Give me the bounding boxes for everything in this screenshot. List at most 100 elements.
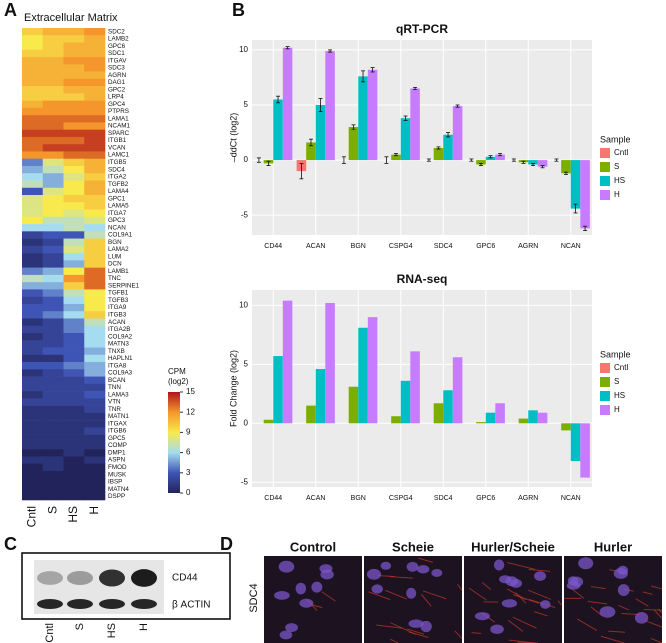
heatmap-cell [42, 100, 64, 109]
heatmap-cell [84, 71, 106, 80]
error-bar [488, 155, 493, 159]
stain-fibre [457, 583, 463, 591]
heatmap-cell [84, 122, 106, 130]
x-tick-label: AGRN [518, 495, 538, 502]
row-label: NCAM1 [108, 123, 131, 130]
heatmap-cell [22, 303, 44, 312]
heatmap-cell [42, 71, 64, 80]
stain-fibre [368, 591, 391, 601]
row-label: ITGB1 [108, 137, 127, 144]
bar [410, 351, 420, 424]
heatmap-cell [42, 122, 64, 130]
condition-title: Hurler [594, 539, 632, 554]
bar [367, 317, 378, 424]
heatmap-cell [84, 463, 106, 472]
row-label: ACAN [108, 319, 126, 326]
heatmap-cell [22, 245, 44, 254]
colorbar-tick-label: 0 [186, 488, 191, 497]
row-label: ITGA8 [108, 362, 127, 369]
heatmap-cell [84, 456, 106, 464]
legend-title: Sample [600, 349, 631, 359]
row-label: GPC1 [108, 195, 126, 202]
row-label: ITGA2B [108, 326, 130, 333]
heatmap-cell [22, 151, 44, 160]
legend-label: Cntl [614, 148, 628, 157]
heatmap-cell [84, 187, 106, 196]
colorbar [168, 392, 180, 493]
stain-fibre [421, 594, 432, 607]
legend-swatch [600, 162, 610, 172]
band-label: CD44 [172, 573, 198, 584]
heatmap-cell [22, 260, 44, 268]
chart-title: qRT-PCR [396, 22, 448, 36]
error-bar [266, 160, 271, 166]
heatmap-cell [84, 267, 106, 276]
row-label: SDC4 [108, 166, 125, 173]
colorbar-title: CPM [168, 367, 186, 376]
heatmap-cell [84, 376, 106, 385]
error-bar [299, 162, 304, 180]
lane-label: HS [106, 623, 118, 638]
heatmap-cell [22, 311, 44, 319]
heatmap-cell [84, 347, 106, 356]
panel-label: C [4, 534, 17, 554]
heatmap-cell [63, 165, 85, 174]
heatmap-cell [22, 71, 44, 80]
stain-fibre [590, 606, 603, 616]
heatmap-cell [63, 376, 85, 385]
stain-fibre [608, 630, 625, 633]
column-label: S [45, 506, 59, 514]
stain-fibre [481, 582, 492, 591]
error-bar [573, 203, 578, 214]
heatmap-cell [42, 398, 64, 406]
y-tick-label: 0 [244, 155, 249, 164]
nucleus [416, 565, 430, 574]
stain-fibre [644, 620, 663, 628]
heatmap-cell [22, 391, 44, 399]
heatmap-cell [22, 64, 44, 72]
heatmap-cell [42, 325, 64, 334]
heatmap-cell [22, 180, 44, 189]
heatmap-cell [22, 332, 44, 341]
heatmap-cell [63, 311, 85, 319]
row-label: TGFB2 [108, 181, 129, 188]
heatmap-cell [42, 93, 64, 101]
row-label: MATN4 [108, 486, 129, 493]
heatmap-cell [84, 340, 106, 348]
bar [485, 412, 496, 424]
colorbar-tick-label: 15 [186, 387, 195, 396]
heatmap-cell [22, 492, 44, 501]
error-bar [308, 138, 313, 147]
error-bar [478, 162, 483, 166]
x-tick-label: CSPG4 [389, 243, 413, 250]
heatmap-cell [22, 456, 44, 464]
heatmap-cell [63, 173, 85, 181]
heatmap-cell [84, 405, 106, 414]
bar [452, 357, 463, 424]
x-tick-label: BGN [351, 495, 366, 502]
panel-label: B [232, 0, 245, 20]
bar [306, 142, 316, 161]
heatmap-cell [42, 224, 64, 232]
heatmap-cell [22, 318, 44, 327]
heatmap-cell [63, 412, 85, 421]
heatmap-cell [63, 492, 85, 501]
y-tick-label: 5 [244, 359, 249, 368]
heatmap-cell [63, 470, 85, 479]
heatmap-cell [42, 463, 64, 472]
heatmap-cell [22, 420, 44, 428]
heatmap-cell [22, 93, 44, 101]
heatmap-cell [84, 28, 106, 36]
heatmap-cell [42, 427, 64, 435]
blot-band [99, 599, 125, 609]
x-tick-label: SDC4 [434, 243, 453, 250]
heatmap-cell [63, 209, 85, 218]
y-axis-label: Fold Change (log2) [228, 350, 238, 427]
lane-label: S [74, 623, 86, 630]
bar [528, 410, 538, 424]
heatmap-cell [63, 405, 85, 414]
heatmap-cell [63, 93, 85, 101]
legend-label: HS [614, 391, 625, 400]
bar [433, 403, 444, 424]
stain-fibre [389, 638, 399, 643]
